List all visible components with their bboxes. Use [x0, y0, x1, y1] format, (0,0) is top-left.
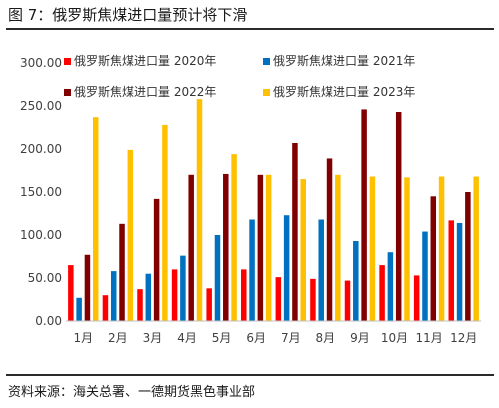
bar-series3-6 [257, 174, 264, 321]
bar-series2-10 [387, 252, 394, 321]
bar-series1-12 [448, 220, 455, 321]
bar-series2-3 [145, 273, 152, 321]
bar-series3-1 [84, 254, 91, 321]
y-tick-label: 250.00 [20, 99, 62, 113]
bar-series4-11 [438, 176, 445, 321]
bar-series1-10 [379, 265, 385, 321]
bar-series4-4 [196, 99, 203, 322]
source-note: 资料来源：海关总署、一德期货黑色事业部 [8, 385, 256, 400]
bar-series4-12 [473, 176, 479, 321]
bar-series3-8 [326, 158, 333, 321]
bar-series3-11 [430, 196, 437, 321]
x-tick-label: 7月 [281, 331, 301, 345]
bar-series1-5 [206, 288, 212, 321]
bar-series2-1 [76, 297, 82, 321]
bar-series3-4 [188, 174, 194, 321]
x-tick-label: 12月 [450, 331, 477, 345]
bar-series3-2 [119, 223, 125, 321]
bar-chart: 0.0050.00100.00150.00200.00250.00300.00 … [20, 54, 481, 345]
x-tick-label: 2月 [108, 331, 128, 345]
legend-label: 俄罗斯焦煤进口量 2023年 [273, 85, 415, 99]
bar-series2-8 [318, 219, 324, 321]
y-tick-label: 100.00 [20, 228, 62, 242]
bar-series3-9 [361, 109, 367, 321]
x-tick-label: 9月 [350, 331, 370, 345]
legend-label: 俄罗斯焦煤进口量 2020年 [74, 54, 216, 68]
bar-series2-4 [180, 255, 186, 321]
bar-series3-3 [153, 198, 160, 321]
bar-series4-7 [300, 179, 306, 321]
y-tick-label: 300.00 [20, 56, 62, 70]
bar-series2-11 [422, 231, 428, 321]
x-tick-label: 8月 [316, 331, 336, 345]
x-tick-label: 10月 [381, 331, 408, 345]
bar-series2-5 [214, 235, 221, 321]
x-tick-label: 3月 [143, 331, 163, 345]
bar-series4-5 [231, 154, 237, 321]
x-tick-label: 4月 [177, 331, 197, 345]
bar-series1-4 [171, 269, 178, 321]
x-tick-label: 5月 [212, 331, 232, 345]
x-axis-ticks: 1月 2月 3月 4月 5月 6月 7月 8月 9月 10月 11月 12月 [73, 331, 477, 345]
legend-swatch [263, 58, 270, 65]
bar-series1-1 [68, 265, 74, 321]
bar-series4-2 [127, 149, 134, 321]
bar-series1-9 [344, 280, 351, 321]
bar-series2-12 [456, 222, 463, 321]
x-tick-label: 6月 [246, 331, 266, 345]
legend-label: 俄罗斯焦煤进口量 2021年 [273, 54, 415, 68]
bar-series2-7 [283, 215, 290, 321]
y-tick-label: 200.00 [20, 142, 62, 156]
bar-series4-10 [404, 177, 410, 321]
bar-series4-8 [335, 174, 341, 321]
legend-swatch [64, 58, 71, 65]
bars [68, 99, 479, 322]
legend-swatch [263, 89, 270, 96]
bar-series4-9 [369, 176, 376, 321]
source-divider [6, 374, 494, 376]
figure-title: 图 7：俄罗斯焦煤进口量预计将下滑 [8, 6, 248, 24]
y-tick-label: 0.00 [35, 314, 62, 328]
bar-series4-1 [92, 117, 99, 322]
bar-series4-6 [265, 174, 272, 321]
legend-swatch [64, 89, 71, 96]
x-tick-label: 11月 [415, 331, 442, 345]
bar-series2-9 [353, 241, 359, 321]
bar-series1-3 [137, 289, 143, 321]
y-tick-label: 150.00 [20, 185, 62, 199]
legend-label: 俄罗斯焦煤进口量 2022年 [74, 85, 216, 99]
title-divider [6, 28, 494, 30]
y-tick-label: 50.00 [28, 271, 62, 285]
x-tick-label: 1月 [73, 331, 93, 345]
bar-series3-10 [395, 112, 402, 322]
bar-series3-5 [223, 173, 229, 321]
bar-series1-7 [275, 277, 282, 321]
bar-series1-6 [241, 269, 247, 321]
bar-series3-7 [292, 142, 298, 321]
bar-series3-12 [465, 192, 471, 321]
bar-series2-2 [110, 271, 117, 321]
bar-series4-3 [162, 124, 168, 321]
bar-series1-2 [102, 295, 109, 321]
bar-series2-6 [249, 219, 255, 321]
bar-series1-11 [413, 275, 420, 321]
bar-series1-8 [310, 278, 316, 321]
y-axis-ticks: 0.00 50.00 100.00 150.00 200.00 250.00 300.00 [20, 56, 62, 328]
